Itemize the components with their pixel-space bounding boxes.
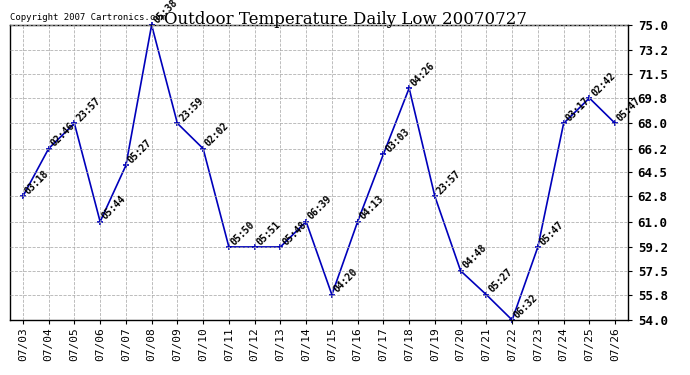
Text: 04:13: 04:13: [357, 194, 386, 222]
Text: 02:02: 02:02: [203, 121, 231, 148]
Text: 05:51: 05:51: [255, 219, 282, 247]
Text: 03:18: 03:18: [23, 168, 51, 196]
Text: 05:27: 05:27: [486, 267, 514, 295]
Text: 05:47: 05:47: [615, 96, 643, 123]
Text: 04:20: 04:20: [332, 267, 359, 295]
Text: 03:03: 03:03: [384, 126, 411, 154]
Text: 02:42: 02:42: [589, 70, 618, 98]
Text: Outdoor Temperature Daily Low 20070727: Outdoor Temperature Daily Low 20070727: [164, 11, 526, 28]
Text: 03:17: 03:17: [564, 96, 591, 123]
Text: 05:50: 05:50: [229, 219, 257, 247]
Text: 23:57: 23:57: [435, 168, 463, 196]
Text: Copyright 2007 Cartronics.com: Copyright 2007 Cartronics.com: [10, 13, 166, 22]
Text: 02:46: 02:46: [48, 121, 77, 148]
Text: 06:32: 06:32: [512, 292, 540, 320]
Text: 23:59: 23:59: [177, 96, 205, 123]
Text: 05:47: 05:47: [538, 219, 566, 247]
Text: 04:26: 04:26: [409, 60, 437, 88]
Text: 05:27: 05:27: [126, 138, 154, 165]
Text: 05:44: 05:44: [100, 194, 128, 222]
Text: 06:39: 06:39: [306, 194, 334, 222]
Text: 04:48: 04:48: [461, 243, 489, 271]
Text: 05:48: 05:48: [280, 219, 308, 247]
Text: 05:38: 05:38: [152, 0, 179, 25]
Text: 23:57: 23:57: [75, 96, 102, 123]
